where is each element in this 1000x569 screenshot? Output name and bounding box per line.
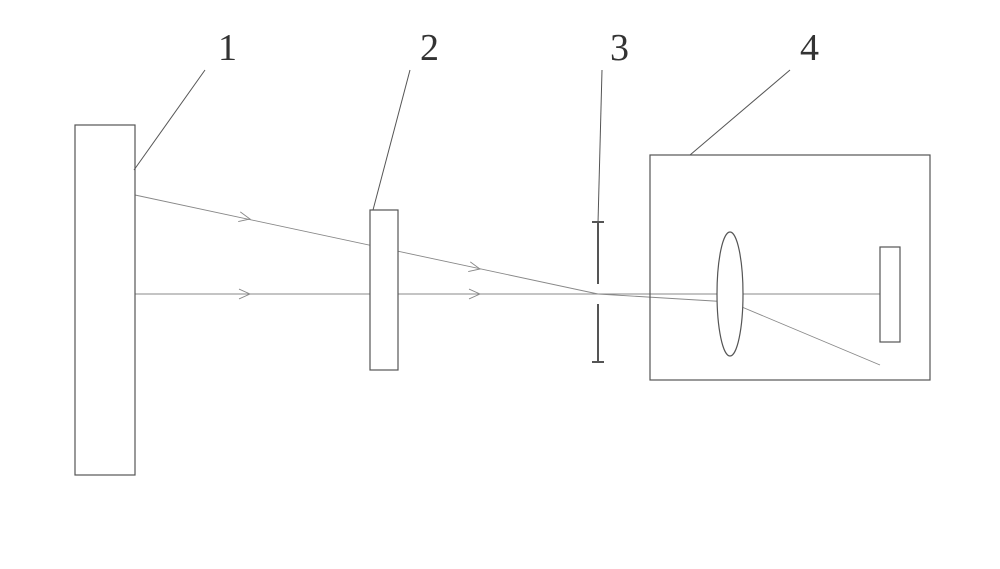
leader-line — [134, 70, 205, 170]
label-2: 2 — [420, 27, 439, 69]
oblique-ray — [598, 294, 730, 302]
label-3: 3 — [610, 27, 629, 69]
label-1: 1 — [218, 27, 237, 69]
source-block — [75, 125, 135, 475]
label-4: 4 — [800, 27, 819, 69]
lens-icon — [717, 232, 743, 356]
oblique-ray — [730, 302, 880, 365]
ray-arrow-icon — [238, 212, 250, 222]
sensor-block — [880, 247, 900, 342]
leader-line — [598, 70, 602, 223]
leader-line — [690, 70, 790, 155]
leader-line — [373, 70, 410, 210]
oblique-ray — [135, 195, 598, 294]
filter-block — [370, 210, 398, 370]
ray-group — [135, 195, 880, 365]
